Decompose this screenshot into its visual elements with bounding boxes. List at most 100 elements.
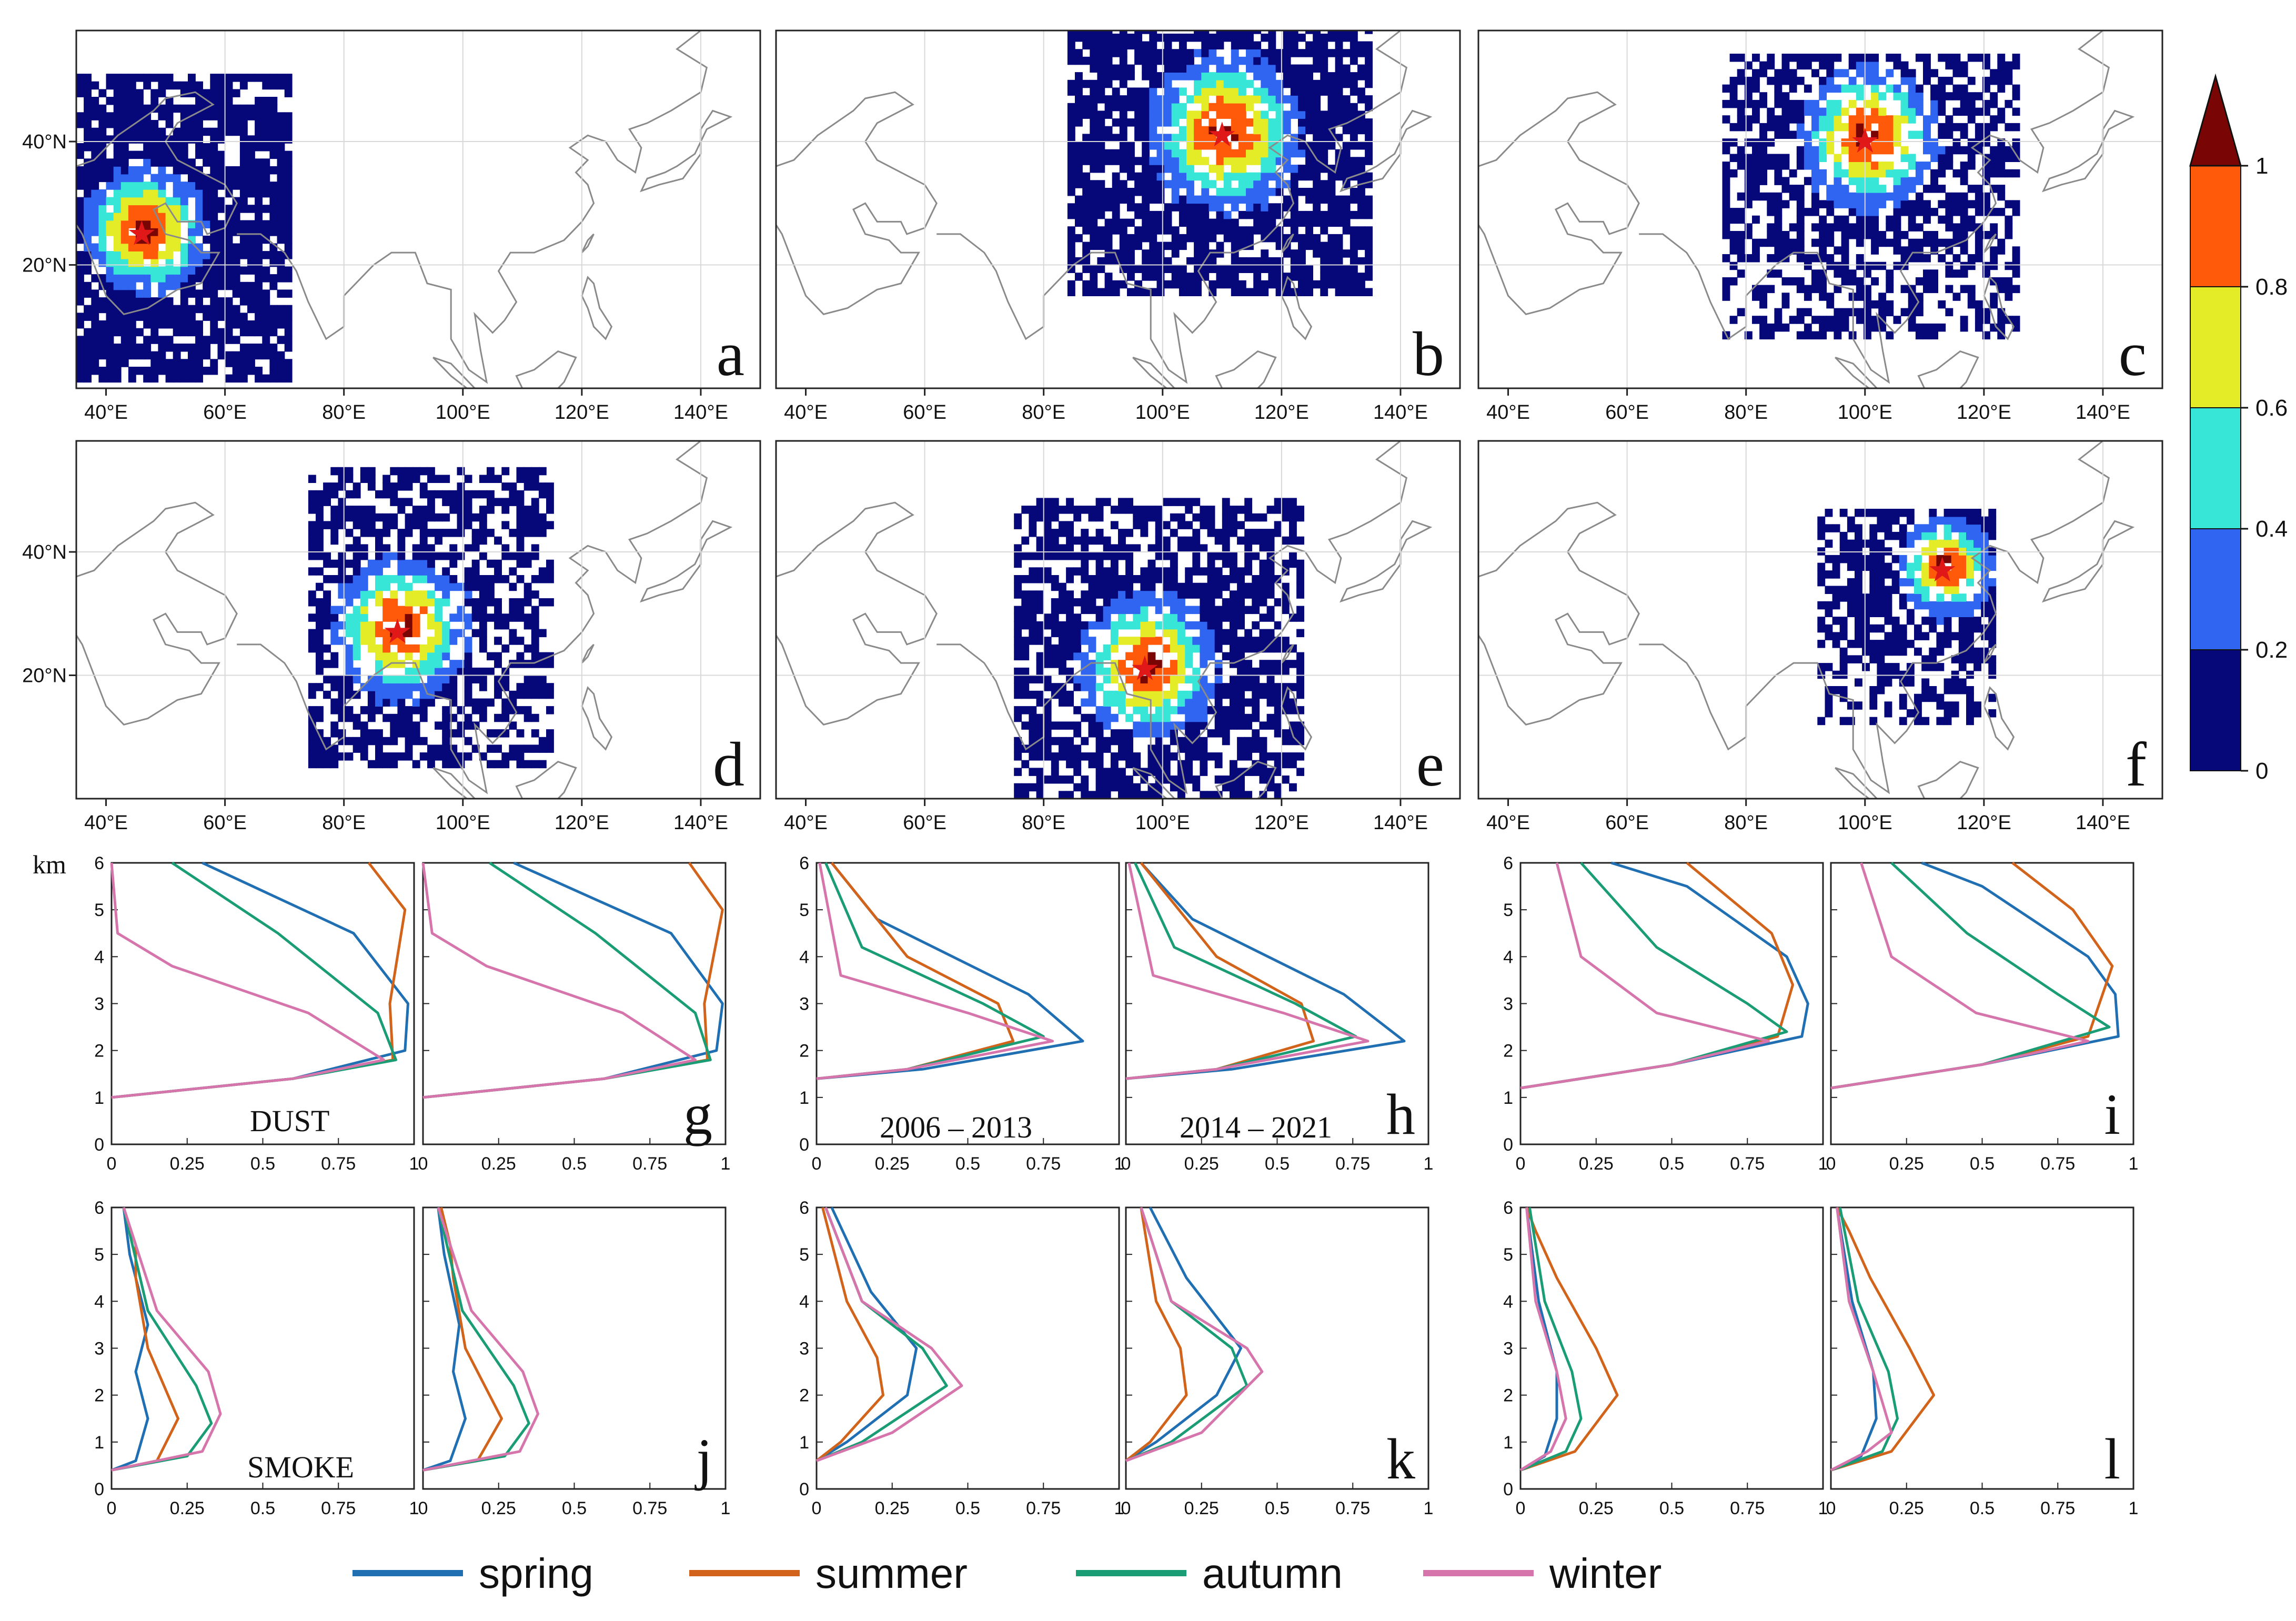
y-tick-label: 4 bbox=[1503, 1292, 1513, 1312]
coastline bbox=[1983, 233, 1997, 254]
y-tick-label: 5 bbox=[799, 900, 809, 920]
x-tick-label: 0.75 bbox=[1026, 1498, 1061, 1518]
period-label-2: 2014 – 2021 bbox=[1180, 1110, 1332, 1144]
y-tick-label: 0 bbox=[799, 1479, 809, 1499]
lon-tick-label: 80°E bbox=[1724, 812, 1768, 834]
x-tick-label: 0.5 bbox=[1265, 1154, 1290, 1174]
y-tick-label: 5 bbox=[1503, 1245, 1513, 1265]
map-panel-e: 40°E 60°E 80°E 100°E 120°E 140°E e bbox=[775, 440, 1461, 834]
coastline bbox=[515, 350, 577, 388]
lon-tick-label: 100°E bbox=[1838, 812, 1892, 834]
x-tick-label: 0.75 bbox=[321, 1498, 356, 1518]
coastline bbox=[1835, 767, 1878, 799]
y-tick-label: 1 bbox=[799, 1088, 809, 1108]
x-tick-label: 0.25 bbox=[1184, 1498, 1219, 1518]
lon-tick-label: 60°E bbox=[203, 812, 247, 834]
y-tick-label: 2 bbox=[94, 1041, 104, 1061]
y-tick-label: 6 bbox=[1503, 853, 1513, 873]
map-frame bbox=[1477, 29, 2163, 389]
series-line-spring bbox=[422, 1207, 467, 1472]
map-panel-f: 40°E 60°E 80°E 100°E 120°E 140°E f bbox=[1477, 440, 2163, 834]
series-line-winter bbox=[816, 862, 1054, 1080]
map-frame bbox=[75, 440, 761, 800]
lon-tick-label: 60°E bbox=[203, 401, 247, 424]
series-line-summer bbox=[815, 1207, 884, 1462]
series-line-spring bbox=[111, 1207, 149, 1472]
map-frame bbox=[1477, 440, 2163, 800]
lon-tick-label: 100°E bbox=[1135, 401, 1190, 424]
x-tick-label: 0.5 bbox=[1265, 1498, 1290, 1518]
coastline bbox=[1983, 643, 1997, 664]
profile-frame bbox=[815, 862, 1120, 1145]
coastline bbox=[581, 686, 613, 751]
profile-panel-k: 0 0.25 0.5 0.75 1k bbox=[1121, 1206, 1433, 1518]
y-tick-label: 1 bbox=[94, 1433, 104, 1453]
series-line-winter bbox=[1830, 862, 2090, 1090]
lon-tick-label: 60°E bbox=[1605, 401, 1649, 424]
x-tick-label: 0.25 bbox=[875, 1154, 910, 1174]
dust-label: DUST bbox=[250, 1104, 329, 1138]
period-label-1: 2006 – 2013 bbox=[880, 1110, 1032, 1144]
x-tick-label: 0.25 bbox=[1579, 1498, 1614, 1518]
panel-label: g bbox=[683, 1082, 712, 1146]
x-tick-label: 0.75 bbox=[632, 1498, 667, 1518]
series-line-spring bbox=[815, 1206, 918, 1462]
x-tick-label: 0.25 bbox=[481, 1498, 516, 1518]
coastline bbox=[1281, 643, 1294, 664]
x-tick-label: 0.75 bbox=[1026, 1154, 1061, 1174]
x-tick-label: 1 bbox=[1424, 1154, 1434, 1174]
y-tick-label: 0 bbox=[94, 1135, 104, 1155]
coastline bbox=[2041, 109, 2135, 193]
x-tick-label: 0 bbox=[107, 1498, 117, 1518]
x-tick-label: 0 bbox=[1516, 1498, 1526, 1518]
coastline bbox=[581, 643, 595, 664]
x-tick-label: 1 bbox=[1818, 1498, 1828, 1518]
y-tick-label: 2 bbox=[799, 1386, 809, 1406]
x-tick-label: 0.5 bbox=[955, 1498, 980, 1518]
coastline bbox=[581, 276, 613, 340]
y-tick-label: 1 bbox=[799, 1433, 809, 1453]
legend-label: autumn bbox=[1202, 1550, 1343, 1597]
x-tick-label: 0.5 bbox=[250, 1154, 275, 1174]
y-tick-label: 0 bbox=[799, 1135, 809, 1155]
legend-item-summer: summer bbox=[689, 1550, 968, 1597]
x-tick-label: 1 bbox=[1114, 1498, 1124, 1518]
density-field bbox=[1014, 498, 1304, 799]
coastline bbox=[1132, 767, 1176, 799]
x-tick-label: 1 bbox=[1114, 1154, 1124, 1174]
coastline bbox=[432, 767, 476, 799]
x-tick-label: 0.25 bbox=[1184, 1154, 1219, 1174]
y-tick-label: 2 bbox=[94, 1386, 104, 1406]
profile-frame bbox=[110, 862, 415, 1145]
x-tick-label: 0 bbox=[1826, 1498, 1836, 1518]
profile-frame bbox=[815, 1206, 1120, 1490]
lon-tick-label: 60°E bbox=[903, 812, 946, 834]
panel-label: a bbox=[717, 319, 744, 389]
colorbar-tick-label: 0 bbox=[2255, 758, 2268, 784]
legend-label: summer bbox=[815, 1550, 968, 1597]
x-tick-label: 0 bbox=[812, 1498, 822, 1518]
x-tick-label: 0.75 bbox=[632, 1154, 667, 1174]
profile-panel-h: 0 1 2 3 4 5 6 0 0.25 0.5 0.75 1 bbox=[799, 853, 1124, 1174]
lon-tick-label: 60°E bbox=[1605, 812, 1649, 834]
series-line-summer bbox=[1125, 1207, 1188, 1462]
map-panel-c: 40°E 60°E 80°E 100°E 120°E 140°E c bbox=[1477, 29, 2163, 424]
y-tick-label: 0 bbox=[1503, 1479, 1513, 1499]
coastline bbox=[776, 501, 938, 726]
series-line-winter bbox=[110, 862, 385, 1099]
coastline bbox=[1281, 233, 1294, 254]
lat-tick-label: 20°N bbox=[22, 255, 67, 277]
coastline bbox=[776, 91, 938, 315]
profile-panel-i: 0 0.25 0.5 0.75 1i bbox=[1826, 861, 2138, 1174]
profile-panel-l: 0 1 2 3 4 5 6 0 0.25 0.5 0.75 1 bbox=[1503, 1198, 1828, 1518]
x-tick-label: 1 bbox=[2129, 1498, 2139, 1518]
source-star-icon bbox=[384, 618, 411, 643]
y-tick-label: 2 bbox=[799, 1041, 809, 1061]
x-tick-label: 0 bbox=[812, 1154, 822, 1174]
x-tick-label: 0.5 bbox=[562, 1154, 587, 1174]
lon-tick-label: 140°E bbox=[673, 401, 728, 424]
y-tick-label: 6 bbox=[1503, 1198, 1513, 1218]
lon-tick-label: 140°E bbox=[1373, 401, 1428, 424]
x-tick-label: 0.5 bbox=[1970, 1154, 1995, 1174]
map-frame bbox=[775, 29, 1461, 389]
